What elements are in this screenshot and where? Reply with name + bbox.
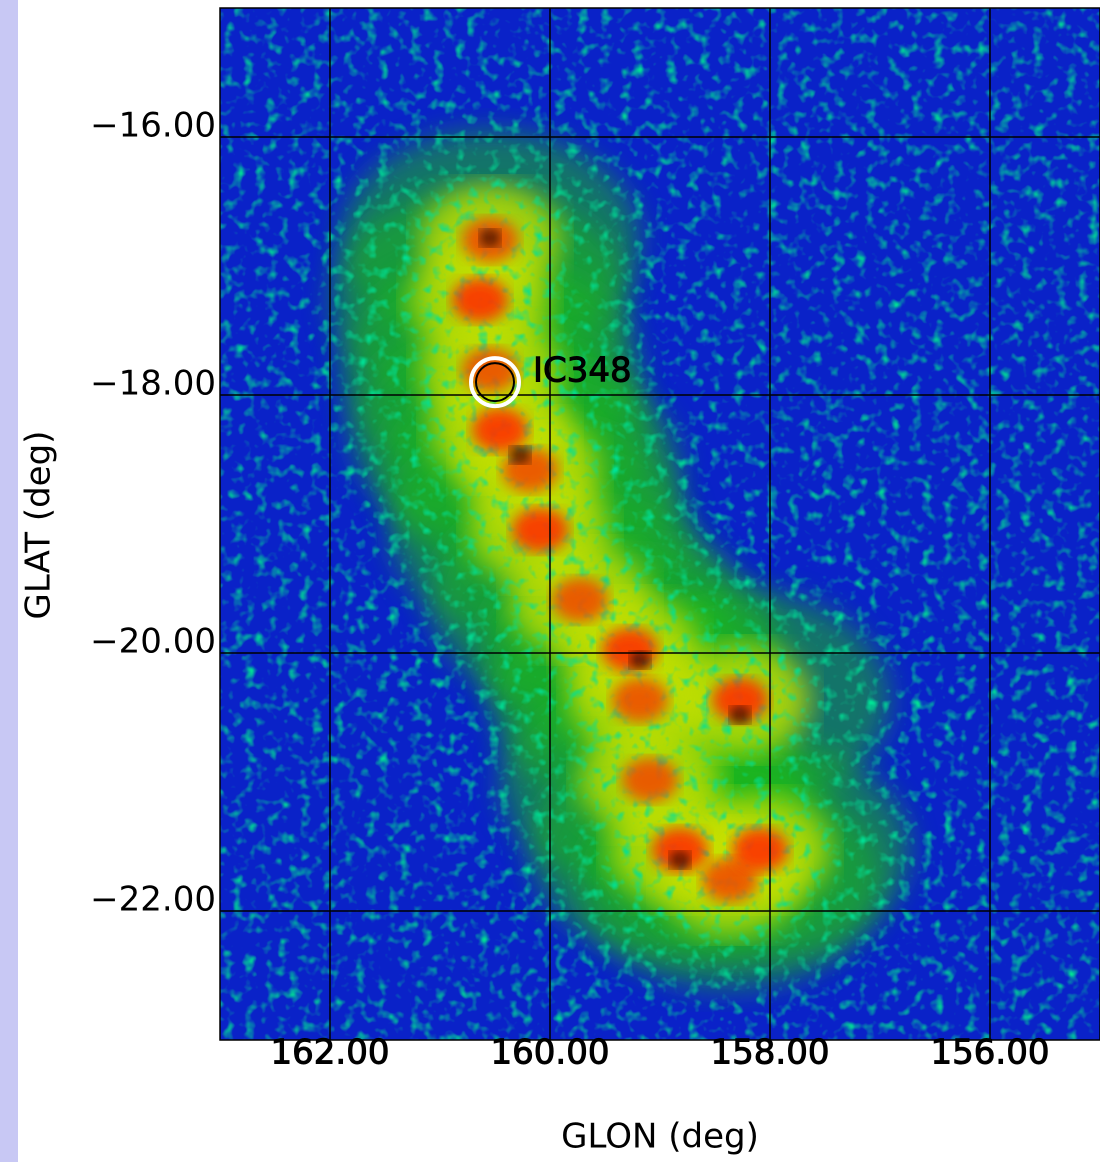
chart: GLON (deg) GLAT (deg) 162.00 160.00 158.00… [0,0,1100,1162]
core [512,508,568,552]
core [452,278,508,322]
core [472,408,528,452]
dense-core [730,707,750,723]
y-tick-label: −22.00 [90,880,216,920]
y-axis-label: GLAT (deg) [19,431,59,620]
core [612,678,668,722]
x-tick-label: 158.00 [711,1033,830,1073]
core [602,628,658,672]
dense-core [630,652,650,668]
core [552,578,608,622]
core [622,758,678,802]
x-tick-label: 162.00 [271,1033,390,1073]
dense-core [480,230,500,246]
image [220,8,1100,1040]
x-tick-label: 160.00 [491,1033,610,1073]
x-axis-label: GLON (deg) [561,1117,759,1157]
speckle [220,8,1100,1040]
dense-core [670,852,690,868]
dense-core [510,447,530,463]
y-tick-label: −18.00 [90,364,216,404]
annotation-label: IC348 [533,351,632,391]
y-tick-label: −16.00 [90,106,216,146]
core [732,828,788,872]
y-tick-label: −20.00 [90,622,216,662]
x-tick-label: 156.00 [931,1033,1050,1073]
